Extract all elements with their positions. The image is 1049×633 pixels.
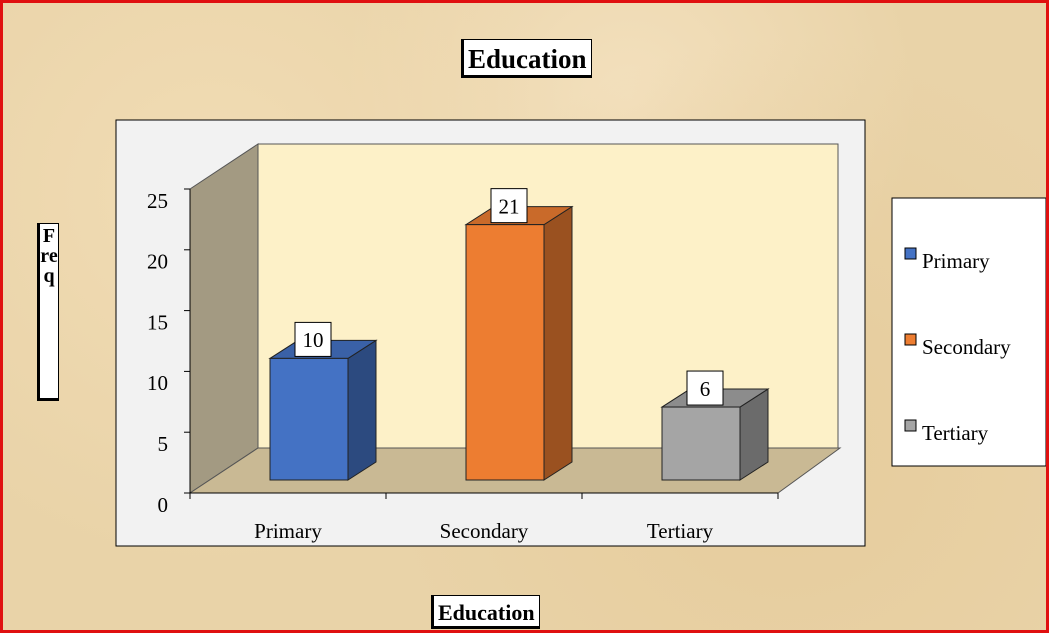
y-tick-label: 10 bbox=[147, 371, 168, 395]
bar-side bbox=[543, 205, 573, 481]
y-tick-label: 5 bbox=[158, 432, 169, 456]
y-tick-label: 0 bbox=[158, 493, 169, 517]
bar bbox=[465, 224, 545, 481]
data-label-box bbox=[294, 321, 332, 357]
data-label-box bbox=[490, 188, 528, 224]
legend-swatch bbox=[904, 419, 917, 432]
legend-box bbox=[891, 197, 1046, 467]
y-axis-label: Freq bbox=[37, 223, 59, 401]
data-label: 10 bbox=[303, 328, 324, 352]
x-axis-label: Education bbox=[431, 595, 540, 629]
legend-label: Primary bbox=[922, 249, 990, 273]
legend-label: Secondary bbox=[922, 335, 1011, 359]
data-label-box bbox=[686, 370, 724, 406]
plot: 0 5 10 15 20 25 Primary 10 Primary Secondary 21 Sec… bbox=[147, 143, 1011, 543]
data-label: 6 bbox=[700, 377, 711, 401]
legend-swatch bbox=[904, 247, 917, 260]
y-tick-label: 15 bbox=[147, 310, 168, 334]
bar bbox=[661, 406, 741, 481]
bar-side bbox=[347, 339, 377, 481]
x-tick-label: Secondary bbox=[440, 519, 529, 543]
legend-swatch bbox=[904, 333, 917, 346]
x-tick-label: Tertiary bbox=[647, 519, 714, 543]
y-tick-label: 20 bbox=[147, 250, 168, 274]
chart: 0 5 10 15 20 25 Primary 10 Primary Secondary 21 Sec… bbox=[115, 119, 1046, 547]
legend-label: Tertiary bbox=[922, 421, 989, 445]
chart-title: Education bbox=[461, 39, 592, 78]
left-wall bbox=[189, 143, 259, 494]
y-tick-label: 25 bbox=[147, 189, 168, 213]
x-tick-label: Primary bbox=[254, 519, 322, 543]
bar bbox=[269, 357, 349, 481]
data-label: 21 bbox=[499, 194, 520, 218]
